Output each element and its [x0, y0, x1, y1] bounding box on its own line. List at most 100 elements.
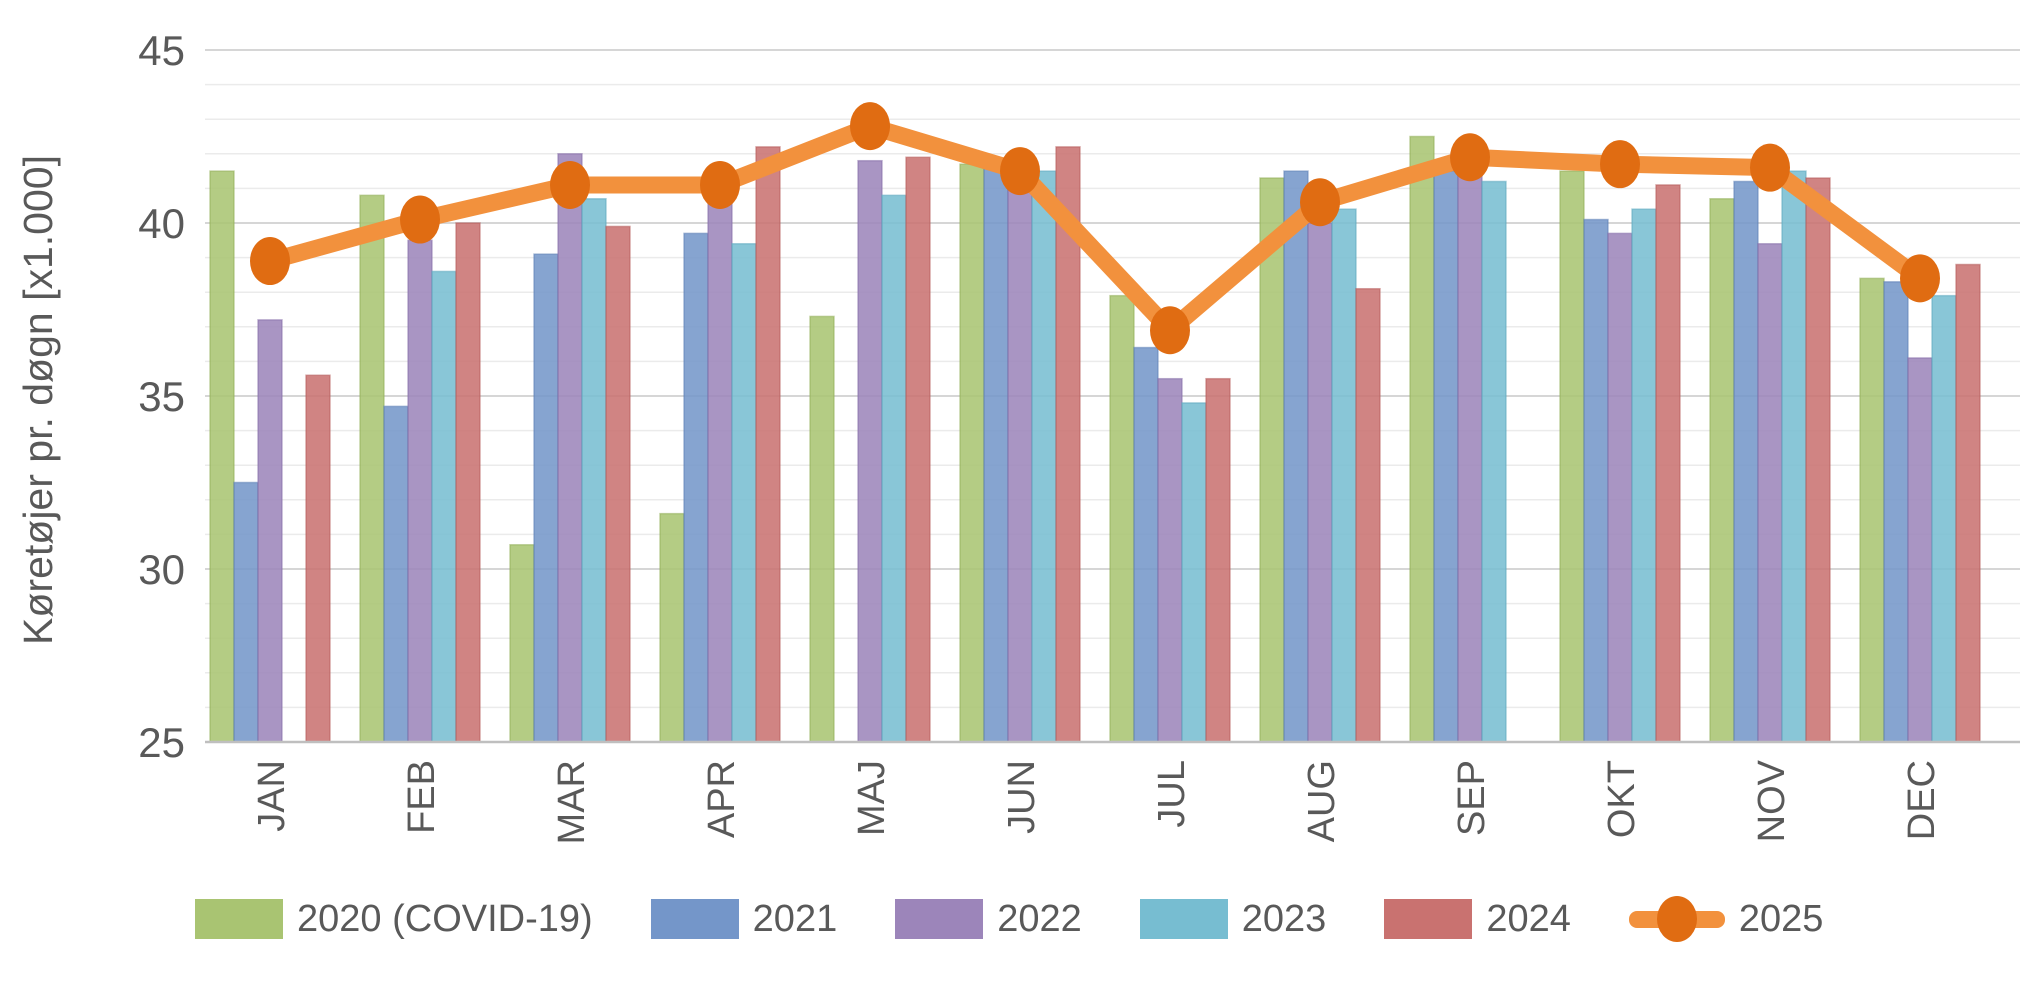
bar-2022-MAJ [857, 159, 883, 743]
bar-2023-JUN [1031, 170, 1057, 743]
y-tick-label: 45 [138, 27, 185, 74]
bar-2023-JUL [1181, 402, 1207, 743]
bar-2020-JAN [209, 170, 235, 743]
bar-2020-FEB [359, 194, 385, 743]
bar-2020-DEC [1859, 277, 1885, 743]
x-tick-label-MAJ: MAJ [851, 760, 893, 836]
bar-2022-AUG [1307, 222, 1333, 743]
bar-2024-APR [755, 146, 781, 743]
x-tick-label-MAR: MAR [551, 760, 593, 844]
bar-2024-MAR [605, 225, 631, 743]
bar-2021-AUG [1283, 170, 1309, 743]
bar-2024-DEC [1955, 263, 1981, 743]
legend-label: 2024 [1486, 897, 1571, 940]
bar-2022-NOV [1757, 243, 1783, 743]
legend-label: 2020 (COVID-19) [297, 897, 593, 940]
bar-2024-MAJ [905, 156, 931, 743]
y-tick-label: 40 [138, 200, 185, 247]
bar-2023-OKT [1631, 208, 1657, 743]
legend-swatch-icon [1384, 899, 1473, 939]
bar-2021-MAR [533, 253, 559, 743]
bar-2020-MAJ [809, 315, 835, 743]
x-tick-label-OKT: OKT [1601, 760, 1643, 838]
legend-label: 2021 [752, 897, 838, 940]
bar-2022-JAN [257, 319, 283, 743]
marker-2025-APR [700, 160, 740, 209]
line-2025 [261, 117, 1929, 339]
bar-2020-MAR [509, 544, 535, 743]
marker-2025-OKT [1600, 140, 1640, 189]
legend-item-2024: 2024 [1384, 898, 1571, 941]
x-tick-label-NOV: NOV [1751, 759, 1793, 842]
legend-item-2021: 2021 [650, 897, 838, 941]
bar-2021-JUL [1133, 346, 1159, 743]
bar-2023-SEP [1481, 180, 1507, 743]
x-tick-label-APR: APR [701, 760, 743, 838]
bar-2020-NOV [1709, 198, 1735, 743]
marker-2025-JUL [1150, 306, 1190, 355]
legend-swatch-icon [650, 899, 739, 939]
y-tick-label: 30 [138, 546, 185, 593]
bar-2022-SEP [1457, 173, 1483, 743]
chart-legend: 2020 (COVID-19) 2021 2022 2023 2024 2025 [195, 895, 1823, 943]
legend-swatch-icon [895, 899, 984, 939]
bar-2020-OKT [1559, 170, 1585, 743]
legend-swatch-icon [195, 899, 283, 939]
bar-2021-APR [683, 232, 709, 743]
bar-2020-JUN [959, 163, 985, 743]
x-tick-label-JUN: JUN [1001, 760, 1043, 834]
bar-2021-SEP [1433, 170, 1459, 743]
marker-2025-MAR [550, 160, 590, 209]
marker-2025-JAN [250, 237, 290, 286]
y-tick-label: 25 [138, 719, 185, 766]
bar-2021-DEC [1883, 281, 1909, 743]
x-tick-label-JUL: JUL [1151, 760, 1193, 828]
legend-item-2022: 2022 [895, 898, 1082, 941]
marker-2025-NOV [1750, 143, 1790, 192]
bar-2022-FEB [407, 239, 433, 743]
legend-item-2020: 2020 (COVID-19) [195, 898, 593, 941]
bar-2023-MAR [581, 198, 607, 743]
y-tick-label: 35 [138, 373, 185, 420]
bar-2023-FEB [431, 270, 457, 743]
legend-label: 2025 [1738, 897, 1824, 940]
bar-2023-APR [731, 243, 757, 743]
y-axis-title: Køretøjer pr. døgn [x1.000] [15, 155, 61, 645]
bar-2021-FEB [383, 405, 409, 743]
x-tick-label-SEP: SEP [1451, 760, 1493, 836]
bar-2020-SEP [1409, 135, 1435, 743]
bar-2022-DEC [1907, 357, 1933, 743]
x-tick-label-DEC: DEC [1901, 760, 1943, 840]
bar-2022-JUL [1157, 377, 1183, 743]
legend-item-2023: 2023 [1139, 897, 1327, 941]
x-tick-label-AUG: AUG [1301, 760, 1343, 842]
marker-2025-FEB [400, 195, 440, 244]
bar-2020-JUL [1109, 294, 1135, 743]
marker-2025-SEP [1450, 133, 1490, 182]
legend-swatch-icon [1139, 899, 1228, 939]
bar-2024-AUG [1355, 287, 1381, 743]
bar-2020-AUG [1259, 177, 1285, 743]
marker-2025-AUG [1300, 178, 1340, 227]
bar-2022-MAR [557, 153, 583, 743]
bar-2020-APR [659, 512, 685, 743]
legend-line-dot [1656, 896, 1697, 942]
legend-label: 2023 [1241, 897, 1327, 940]
bar-2022-JUN [1007, 156, 1033, 743]
bar-2021-JUN [983, 159, 1009, 743]
marker-2025-DEC [1900, 254, 1940, 303]
bar-2021-OKT [1583, 218, 1609, 743]
legend-label: 2022 [997, 897, 1082, 940]
legend-line-marker-icon [1628, 895, 1725, 943]
bar-2023-NOV [1781, 170, 1807, 743]
bar-2022-OKT [1607, 232, 1633, 743]
bar-2021-NOV [1733, 180, 1759, 743]
bar-2023-AUG [1331, 208, 1357, 743]
bar-2023-DEC [1931, 294, 1957, 743]
x-tick-label-JAN: JAN [251, 760, 293, 832]
x-tick-label-FEB: FEB [401, 760, 443, 834]
legend-item-2025: 2025 [1628, 895, 1824, 943]
bar-2024-JAN [305, 374, 331, 743]
marker-2025-JUN [1000, 147, 1040, 196]
